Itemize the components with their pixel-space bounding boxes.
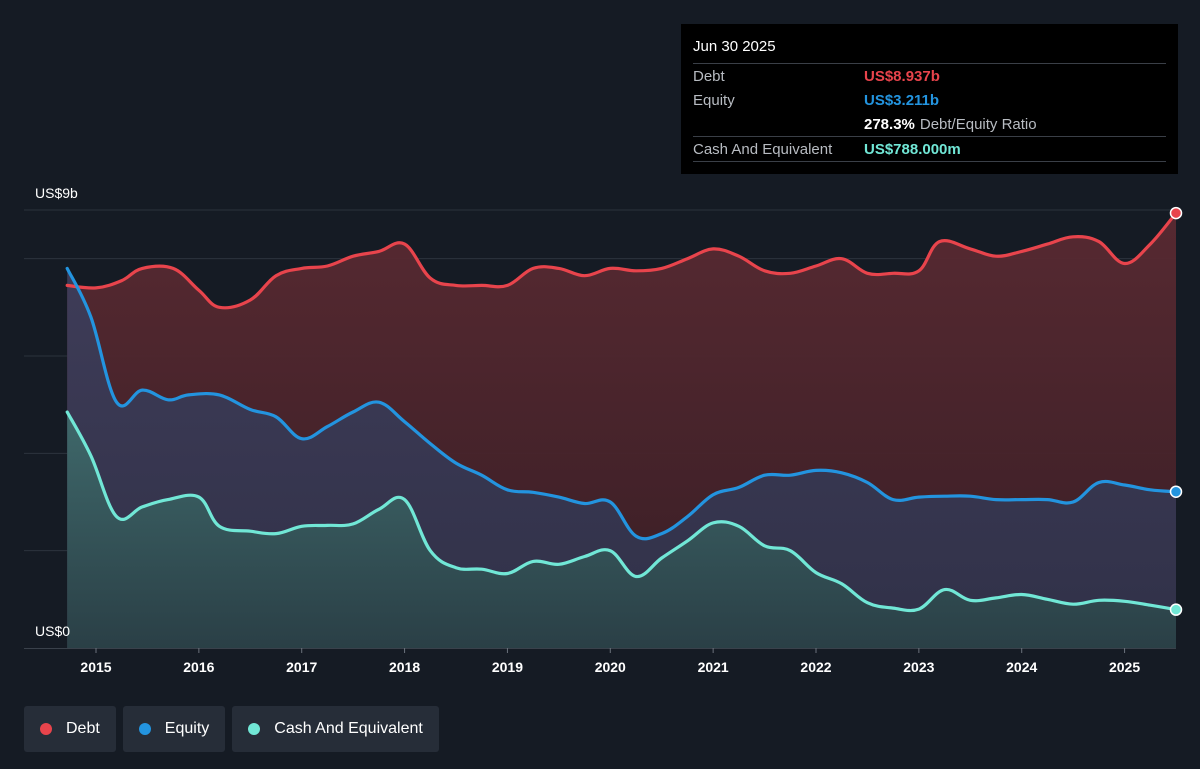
tooltip-panel: Jun 30 2025 Debt US$8.937b Equity US$3.2…: [681, 24, 1178, 174]
x-tick-label: 2023: [903, 659, 934, 675]
equity-dot-icon: [138, 723, 151, 735]
debt-line: [65, 211, 1178, 310]
tooltip-equity-value: US$3.211b: [864, 91, 940, 109]
cash-dot-icon: [248, 723, 261, 735]
equity-end-point: [1169, 485, 1183, 498]
tooltip-ratio-row: 278.3% Debt/Equity Ratio: [693, 112, 1166, 136]
legend: Debt Equity Cash And Equivalent: [24, 706, 439, 752]
y-axis-top-label: US$9b: [35, 185, 78, 201]
x-tick-label: 2022: [800, 659, 831, 675]
tooltip-equity-label: Equity: [693, 91, 735, 109]
tooltip-date: Jun 30 2025: [693, 38, 776, 55]
cash-line: [65, 410, 1178, 613]
x-tick-label: 2015: [80, 659, 111, 675]
tooltip-equity-row: Equity US$3.211b: [693, 88, 1166, 112]
cash-end-point: [1169, 603, 1183, 616]
legend-item-debt[interactable]: Debt: [24, 706, 116, 752]
debt-end-point: [1169, 206, 1183, 220]
tooltip-cash-label: Cash And Equivalent: [693, 140, 833, 158]
legend-label-debt: Debt: [66, 720, 100, 737]
x-tick-label: 2025: [1109, 659, 1140, 675]
x-tick-label: 2024: [1006, 659, 1037, 675]
debt-dot-icon: [40, 723, 52, 735]
x-axis: 2015 2016 2017 2018 2019 2020 2021 2022 2023 2024…: [24, 648, 1176, 675]
series-areas: [67, 213, 1177, 648]
tooltip-ratio-value: 278.3%: [864, 115, 915, 133]
end-markers: [1169, 206, 1183, 616]
x-tick-label: 2016: [183, 659, 214, 675]
y-axis-bottom-label: US$0: [35, 623, 70, 639]
tooltip-debt-value: US$8.937b: [864, 67, 940, 85]
legend-item-equity[interactable]: Equity: [122, 706, 226, 752]
x-tick-label: 2019: [492, 659, 523, 675]
cash-area: [67, 412, 1177, 648]
tooltip-debt-label: Debt: [693, 67, 725, 85]
legend-item-cash[interactable]: Cash And Equivalent: [232, 706, 439, 752]
x-tick-label: 2021: [698, 659, 729, 675]
x-tick-label: 2018: [389, 659, 420, 675]
equity-line: [65, 266, 1178, 541]
x-tick-label: 2020: [595, 659, 626, 675]
x-tick-label: 2017: [286, 659, 317, 675]
tooltip-ratio-label: Debt/Equity Ratio: [919, 115, 1037, 133]
tooltip-cash-row: Cash And Equivalent US$788.000m: [693, 136, 1166, 162]
tooltip-debt-row: Debt US$8.937b: [693, 63, 1166, 88]
series-lines: [65, 211, 1178, 613]
tooltip-cash-value: US$788.000m: [864, 140, 961, 158]
legend-label-cash: Cash And Equivalent: [274, 720, 423, 737]
legend-label-equity: Equity: [164, 720, 210, 737]
